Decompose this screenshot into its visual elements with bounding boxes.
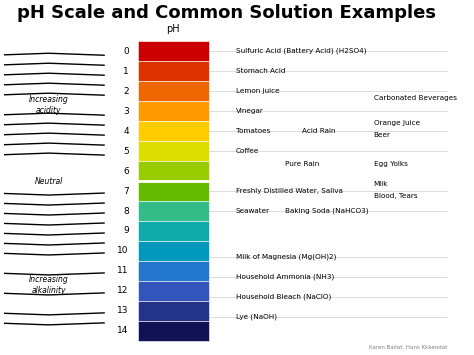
Text: Household Ammonia (NH3): Household Ammonia (NH3) (236, 274, 334, 280)
Text: 1: 1 (123, 67, 129, 76)
Text: Milk: Milk (374, 181, 388, 187)
Text: 3: 3 (123, 106, 129, 116)
Bar (138, 81, 209, 101)
Text: Sulfuric Acid (Battery Acid) (H2SO4): Sulfuric Acid (Battery Acid) (H2SO4) (236, 48, 366, 55)
Text: Carbonated Beverages: Carbonated Beverages (374, 95, 456, 101)
Text: 14: 14 (118, 326, 129, 335)
Text: Blood, Tears: Blood, Tears (374, 193, 417, 199)
Title: pH Scale and Common Solution Examples: pH Scale and Common Solution Examples (17, 4, 436, 22)
Bar (138, 221, 209, 241)
Text: 5: 5 (123, 147, 129, 155)
Text: Milk of Magnesia (Mg(OH)2): Milk of Magnesia (Mg(OH)2) (236, 254, 336, 260)
Text: Neutral: Neutral (35, 176, 63, 186)
Text: 7: 7 (123, 187, 129, 196)
Text: Seawater: Seawater (236, 208, 270, 214)
Text: 0: 0 (123, 47, 129, 56)
Text: Household Bleach (NaClO): Household Bleach (NaClO) (236, 294, 331, 300)
Text: pH: pH (166, 24, 180, 34)
Text: Freshly Distilled Water, Saliva: Freshly Distilled Water, Saliva (236, 188, 343, 194)
Text: Stomach Acid: Stomach Acid (236, 68, 285, 74)
Text: 13: 13 (117, 306, 129, 315)
Text: 10: 10 (117, 246, 129, 256)
Bar (138, 261, 209, 281)
Text: 2: 2 (123, 87, 129, 96)
Text: Lemon juice: Lemon juice (236, 88, 279, 94)
Text: Acid Rain: Acid Rain (302, 128, 336, 134)
Text: Pure Rain: Pure Rain (284, 161, 319, 167)
Text: Vinegar: Vinegar (236, 108, 264, 114)
Text: 12: 12 (118, 286, 129, 295)
Text: Lye (NaOH): Lye (NaOH) (236, 313, 277, 320)
Text: Karen Bailat, Hans Kkkendat: Karen Bailat, Hans Kkkendat (369, 345, 447, 350)
Text: Orange Juice: Orange Juice (374, 120, 420, 126)
Text: 6: 6 (123, 166, 129, 176)
Bar (138, 161, 209, 181)
Bar (138, 61, 209, 81)
Text: 8: 8 (123, 207, 129, 215)
Text: Increasing
alkalinity: Increasing alkalinity (29, 275, 69, 295)
Text: Beer: Beer (374, 132, 391, 138)
Bar (138, 301, 209, 321)
Bar (138, 201, 209, 221)
Bar (138, 321, 209, 341)
Text: Increasing
acidity: Increasing acidity (29, 95, 69, 115)
Bar (138, 241, 209, 261)
Text: 11: 11 (117, 267, 129, 275)
Bar (138, 141, 209, 161)
Text: Egg Yolks: Egg Yolks (374, 161, 408, 167)
Bar (138, 41, 209, 61)
Text: Baking Soda (NaHCO3): Baking Soda (NaHCO3) (284, 208, 368, 214)
Bar (138, 181, 209, 201)
Bar (138, 101, 209, 121)
Text: Tomatoes: Tomatoes (236, 128, 270, 134)
Text: 4: 4 (123, 127, 129, 136)
Bar (138, 281, 209, 301)
Text: Coffee: Coffee (236, 148, 259, 154)
Text: 9: 9 (123, 226, 129, 235)
Bar (138, 121, 209, 141)
